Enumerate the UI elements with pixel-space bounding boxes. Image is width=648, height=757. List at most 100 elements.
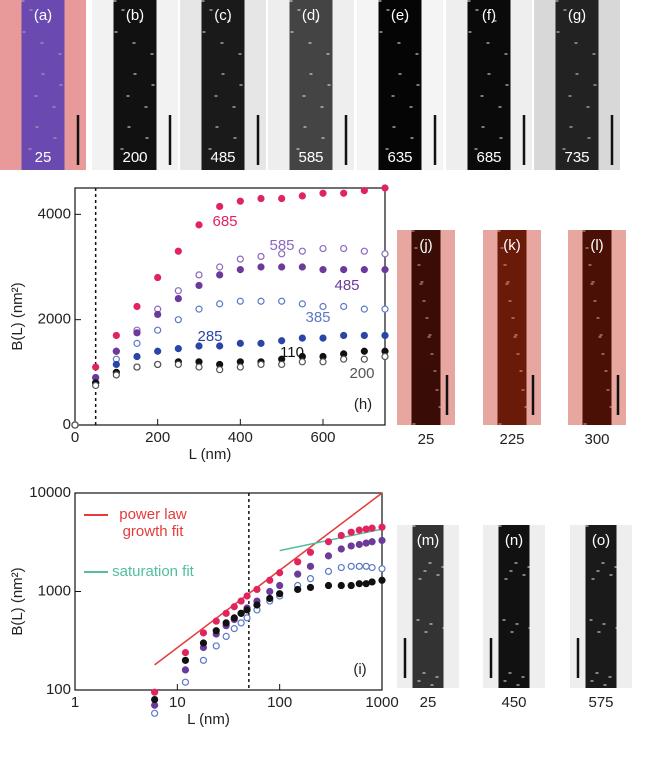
image-texture xyxy=(127,126,131,128)
panel-caption: 450 xyxy=(501,694,526,711)
x-tick-label: 600 xyxy=(310,429,335,446)
data-point xyxy=(92,381,100,390)
image-texture xyxy=(569,126,573,128)
data-point xyxy=(181,656,190,664)
image-texture xyxy=(315,20,319,22)
image-texture xyxy=(59,84,63,86)
y-tick-label: 10000 xyxy=(29,484,71,501)
image-texture xyxy=(47,20,51,22)
image-texture xyxy=(52,106,56,108)
data-point xyxy=(174,345,182,353)
data-point xyxy=(151,701,159,709)
image-texture xyxy=(120,148,124,150)
panel-label: (g) xyxy=(568,7,586,24)
series-label: 485 xyxy=(334,277,359,294)
data-point xyxy=(236,363,244,371)
data-point xyxy=(243,606,251,614)
image-texture xyxy=(508,300,512,302)
image-texture xyxy=(430,684,434,686)
image-texture xyxy=(555,0,559,2)
data-point xyxy=(368,524,376,532)
image-texture xyxy=(327,84,331,86)
image-texture xyxy=(562,148,566,150)
data-point xyxy=(236,266,244,274)
image-texture xyxy=(58,53,62,55)
image-texture xyxy=(596,570,600,572)
data-point xyxy=(199,656,208,664)
image-texture xyxy=(303,126,307,128)
data-point xyxy=(319,266,327,274)
data-point xyxy=(257,263,265,271)
data-point xyxy=(381,352,389,361)
image-texture xyxy=(609,406,613,408)
image-texture xyxy=(615,627,619,629)
data-point xyxy=(154,347,162,355)
data-point xyxy=(378,523,386,531)
data-point xyxy=(174,316,182,324)
data-point xyxy=(133,363,141,371)
image-texture xyxy=(500,247,504,249)
image-texture xyxy=(326,53,330,55)
data-point xyxy=(368,578,376,586)
data-point xyxy=(195,342,203,350)
image-texture xyxy=(40,42,44,44)
image-stripe xyxy=(555,0,599,170)
data-point xyxy=(257,297,265,305)
image-stripe xyxy=(467,0,511,170)
image-texture xyxy=(417,264,421,266)
image-texture xyxy=(521,676,525,678)
image-texture xyxy=(435,389,439,391)
data-point xyxy=(294,558,302,566)
x-tick-label: 200 xyxy=(145,429,170,446)
panel-label: (n) xyxy=(505,532,523,549)
image-texture xyxy=(296,148,300,150)
image-stripe xyxy=(113,0,157,170)
image-texture xyxy=(419,283,423,285)
image-texture xyxy=(151,84,155,86)
image-texture xyxy=(506,281,510,283)
image-texture xyxy=(139,20,143,22)
data-point xyxy=(319,244,327,253)
image-texture xyxy=(320,106,324,108)
panel-label: (l) xyxy=(590,237,603,254)
data-point xyxy=(236,255,244,263)
image-texture xyxy=(46,159,50,161)
data-point xyxy=(216,300,224,308)
image-texture xyxy=(588,264,592,266)
panel-caption: 300 xyxy=(584,431,609,448)
data-point xyxy=(181,648,190,657)
data-point xyxy=(151,688,159,696)
image-texture xyxy=(528,627,532,629)
panel-label: (m) xyxy=(417,532,440,549)
data-point xyxy=(133,302,141,311)
image-texture xyxy=(410,137,414,139)
data-point xyxy=(337,531,345,540)
image-texture xyxy=(201,0,205,2)
image-texture xyxy=(423,570,427,572)
data-point xyxy=(266,576,274,584)
data-point xyxy=(174,287,182,295)
image-texture xyxy=(503,680,507,682)
image-texture xyxy=(583,423,587,425)
image-texture xyxy=(514,562,518,564)
image-texture xyxy=(498,106,502,108)
data-point xyxy=(253,585,261,594)
data-point xyxy=(360,247,368,255)
image-texture xyxy=(227,20,231,22)
image-texture xyxy=(593,84,597,86)
data-point xyxy=(381,250,389,258)
data-point xyxy=(154,310,162,318)
data-point xyxy=(378,565,386,573)
data-point xyxy=(257,339,265,347)
image-texture xyxy=(302,95,306,97)
image-texture xyxy=(441,566,445,568)
data-point xyxy=(181,666,190,674)
image-texture xyxy=(422,300,426,302)
image-texture xyxy=(314,159,318,161)
image-stripe xyxy=(289,0,333,170)
image-texture xyxy=(505,283,509,285)
y-axis-label: B(L) (nm²) xyxy=(9,282,26,350)
image-texture xyxy=(511,317,515,319)
image-texture xyxy=(438,406,442,408)
data-point xyxy=(340,244,348,253)
